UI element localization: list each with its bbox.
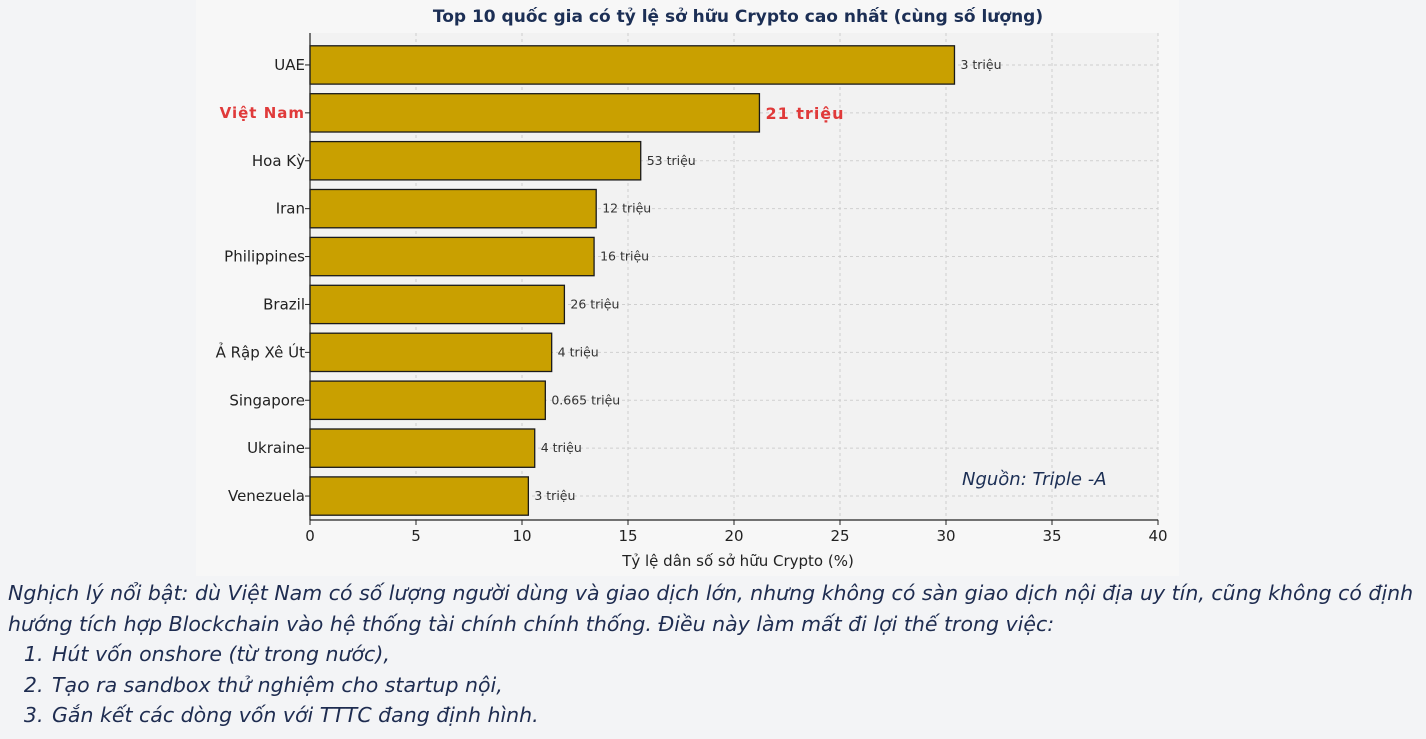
caption: Nghịch lý nổi bật: dù Việt Nam có số lượ… xyxy=(8,578,1422,731)
data-label: 3 triệu xyxy=(960,57,1001,72)
caption-list: Hút vốn onshore (từ trong nước), Tạo ra … xyxy=(8,639,1422,731)
source-annotation: Nguồn: Triple -A xyxy=(962,469,1107,490)
data-label: 12 triệu xyxy=(602,201,651,216)
chart-title: Top 10 quốc gia có tỷ lệ sở hữu Crypto c… xyxy=(433,6,1043,27)
data-label: 4 triệu xyxy=(558,344,599,359)
bar xyxy=(309,188,597,229)
x-axis-label: Tỷ lệ dân số sở hữu Crypto (%) xyxy=(621,552,854,570)
chart-panel: 3 triệu 21 triệu 53 triệu 12 triệu 16 triệu 2… xyxy=(196,0,1179,576)
bar xyxy=(309,428,536,468)
category-label: UAE xyxy=(274,56,305,74)
bar xyxy=(309,45,956,85)
x-tick-label: 40 xyxy=(1148,527,1167,545)
bar xyxy=(309,236,595,277)
data-label: 26 triệu xyxy=(570,296,619,311)
category-label: Philippines xyxy=(224,248,305,266)
category-label: Brazil xyxy=(263,295,305,313)
category-label: Việt Nam xyxy=(220,104,305,122)
data-label: 3 triệu xyxy=(534,488,575,503)
category-label: Iran xyxy=(276,200,305,218)
x-tick-label: 20 xyxy=(724,527,743,545)
x-tick-label: 10 xyxy=(512,527,531,545)
caption-list-item: Hút vốn onshore (từ trong nước), xyxy=(50,639,1422,670)
bar xyxy=(309,332,553,373)
data-label: 53 triệu xyxy=(647,153,696,168)
caption-list-item: Gắn kết các dòng vốn với TTTC đang định … xyxy=(50,700,1422,731)
x-tick-label: 25 xyxy=(830,527,849,545)
category-label: Venezuela xyxy=(228,487,305,505)
category-label: Hoa Kỳ xyxy=(252,152,305,170)
bar xyxy=(309,93,761,133)
bar xyxy=(309,284,566,325)
category-label: Ukraine xyxy=(247,439,305,457)
category-label: Singapore xyxy=(229,391,305,409)
x-tick-label: 15 xyxy=(618,527,637,545)
caption-paragraph: Nghịch lý nổi bật: dù Việt Nam có số lượ… xyxy=(8,581,1414,636)
data-label: 21 triệu xyxy=(765,104,844,123)
x-tick-label: 35 xyxy=(1042,527,1061,545)
x-tick-label: 0 xyxy=(305,527,315,545)
data-label: 16 triệu xyxy=(600,249,649,264)
category-label: Ả Rập Xê Út xyxy=(216,341,306,361)
bar xyxy=(309,380,546,421)
x-tick-label: 30 xyxy=(936,527,955,545)
x-tick-label: 5 xyxy=(411,527,421,545)
data-label: 4 triệu xyxy=(541,440,582,455)
bar xyxy=(309,140,642,181)
caption-list-item: Tạo ra sandbox thử nghiệm cho startup nộ… xyxy=(50,670,1422,701)
bar xyxy=(309,476,530,516)
data-label: 0.665 triệu xyxy=(551,392,620,407)
